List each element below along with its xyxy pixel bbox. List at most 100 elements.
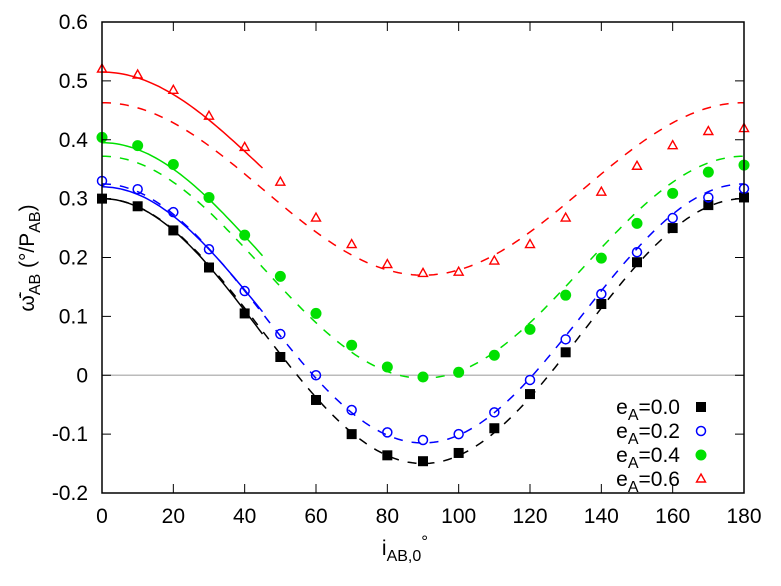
circle-marker: [132, 183, 143, 195]
y-axis-label: ω̄̇AB (°/PAB): [16, 204, 44, 311]
square-marker: [132, 201, 143, 212]
circle-marker: [667, 212, 678, 224]
x-tick-label: 20: [162, 505, 185, 528]
legend-label: eA=0.0: [616, 396, 680, 424]
square-marker: [667, 223, 678, 234]
square-marker: [596, 299, 607, 310]
triangle-marker: [167, 83, 180, 94]
circle-marker: [488, 349, 500, 361]
y-tick-label: 0.4: [59, 129, 89, 152]
axis-ticks: [101, 21, 745, 494]
tick-labels: 0 20 40 60 80 100 120 140 160 180 -0.2 -0.1 0 0.1 0.2 0…: [52, 11, 762, 528]
circle-marker: [132, 140, 144, 152]
circle-marker: [310, 307, 322, 319]
square-marker: [453, 447, 464, 458]
x-tick-label: 160: [655, 505, 690, 528]
circle-marker: [453, 428, 464, 440]
triangle-marker: [381, 258, 394, 269]
triangle-marker: [310, 211, 322, 222]
y-tick-label: 0.5: [59, 70, 88, 93]
triangle-marker: [559, 211, 572, 222]
square-marker: [346, 429, 357, 440]
triangle-marker: [452, 265, 465, 276]
square-marker: [204, 262, 214, 273]
circle-marker: [203, 191, 215, 203]
triangle-marker: [274, 175, 287, 186]
circle-marker: [489, 407, 500, 418]
circle-marker: [667, 187, 679, 199]
triangle-marker: [238, 140, 251, 152]
triangle-marker: [631, 159, 643, 170]
square-marker: [560, 347, 571, 358]
square-marker: [382, 450, 393, 461]
circle-marker: [381, 361, 393, 373]
circle-marker: [703, 192, 714, 203]
circle-marker: [524, 374, 536, 386]
circle-marker: [560, 334, 571, 345]
solid-curve: [101, 141, 264, 257]
square-marker: [311, 394, 321, 405]
circle-marker: [631, 246, 643, 258]
circle-marker: [595, 252, 607, 264]
square-marker: [489, 423, 500, 434]
x-tick-label: 180: [726, 505, 761, 528]
x-tick-label: 120: [512, 505, 547, 528]
legend: eA=0.0eA=0.2eA=0.4eA=0.6: [616, 396, 707, 496]
circle-marker: [417, 434, 429, 446]
circle-marker: [167, 158, 179, 170]
circle-marker: [275, 328, 286, 340]
triangle-marker: [666, 139, 679, 150]
y-tick-label: 0.1: [59, 305, 88, 328]
triangle-marker: [345, 238, 358, 249]
circle-marker: [702, 166, 714, 178]
x-axis-label: iAB,0°: [382, 532, 428, 565]
triangle-marker: [695, 472, 707, 483]
circle-marker: [524, 323, 536, 335]
square-marker: [632, 257, 642, 268]
solid-curve: [101, 186, 264, 313]
y-tick-label: 0.2: [59, 247, 88, 270]
square-marker: [168, 225, 179, 236]
circle-marker: [453, 366, 465, 378]
triangle-marker: [595, 185, 608, 196]
legend-label: eA=0.4: [616, 444, 680, 472]
x-tick-label: 100: [441, 505, 476, 528]
x-tick-label: 140: [584, 505, 619, 528]
circle-marker: [631, 217, 643, 229]
y-tick-label: 0.3: [59, 188, 88, 211]
y-tick-label: 0.6: [59, 11, 88, 34]
circle-marker: [346, 404, 357, 416]
circle-marker: [239, 229, 251, 241]
square-marker: [239, 308, 250, 319]
square-marker: [275, 351, 286, 362]
legend-label: eA=0.6: [616, 468, 680, 496]
x-tick-label: 0: [96, 505, 108, 528]
x-tick-label: 40: [233, 505, 256, 528]
triangle-marker: [488, 254, 501, 265]
circle-marker: [596, 288, 607, 300]
triangle-marker: [702, 125, 715, 136]
y-tick-label: -0.1: [52, 423, 88, 446]
circle-marker: [168, 206, 179, 218]
circle-marker: [417, 371, 429, 383]
x-tick-label: 60: [304, 505, 327, 528]
square-marker: [696, 402, 706, 412]
solid-curve: [101, 197, 264, 335]
square-marker: [418, 456, 428, 467]
square-marker: [525, 389, 535, 400]
solid-curve: [101, 71, 264, 169]
circle-marker: [560, 289, 572, 301]
triangle-marker: [524, 238, 536, 249]
circle-marker: [695, 449, 707, 461]
circle-marker: [695, 425, 707, 437]
triangle-marker: [131, 68, 144, 79]
y-tick-label: -0.2: [52, 482, 88, 505]
circle-marker: [239, 285, 250, 297]
triangle-marker: [203, 109, 215, 120]
circle-marker: [382, 427, 393, 438]
circle-marker: [310, 370, 322, 381]
circle-marker: [346, 339, 358, 351]
y-tick-label: 0: [76, 364, 88, 387]
triangle-marker: [417, 266, 429, 278]
